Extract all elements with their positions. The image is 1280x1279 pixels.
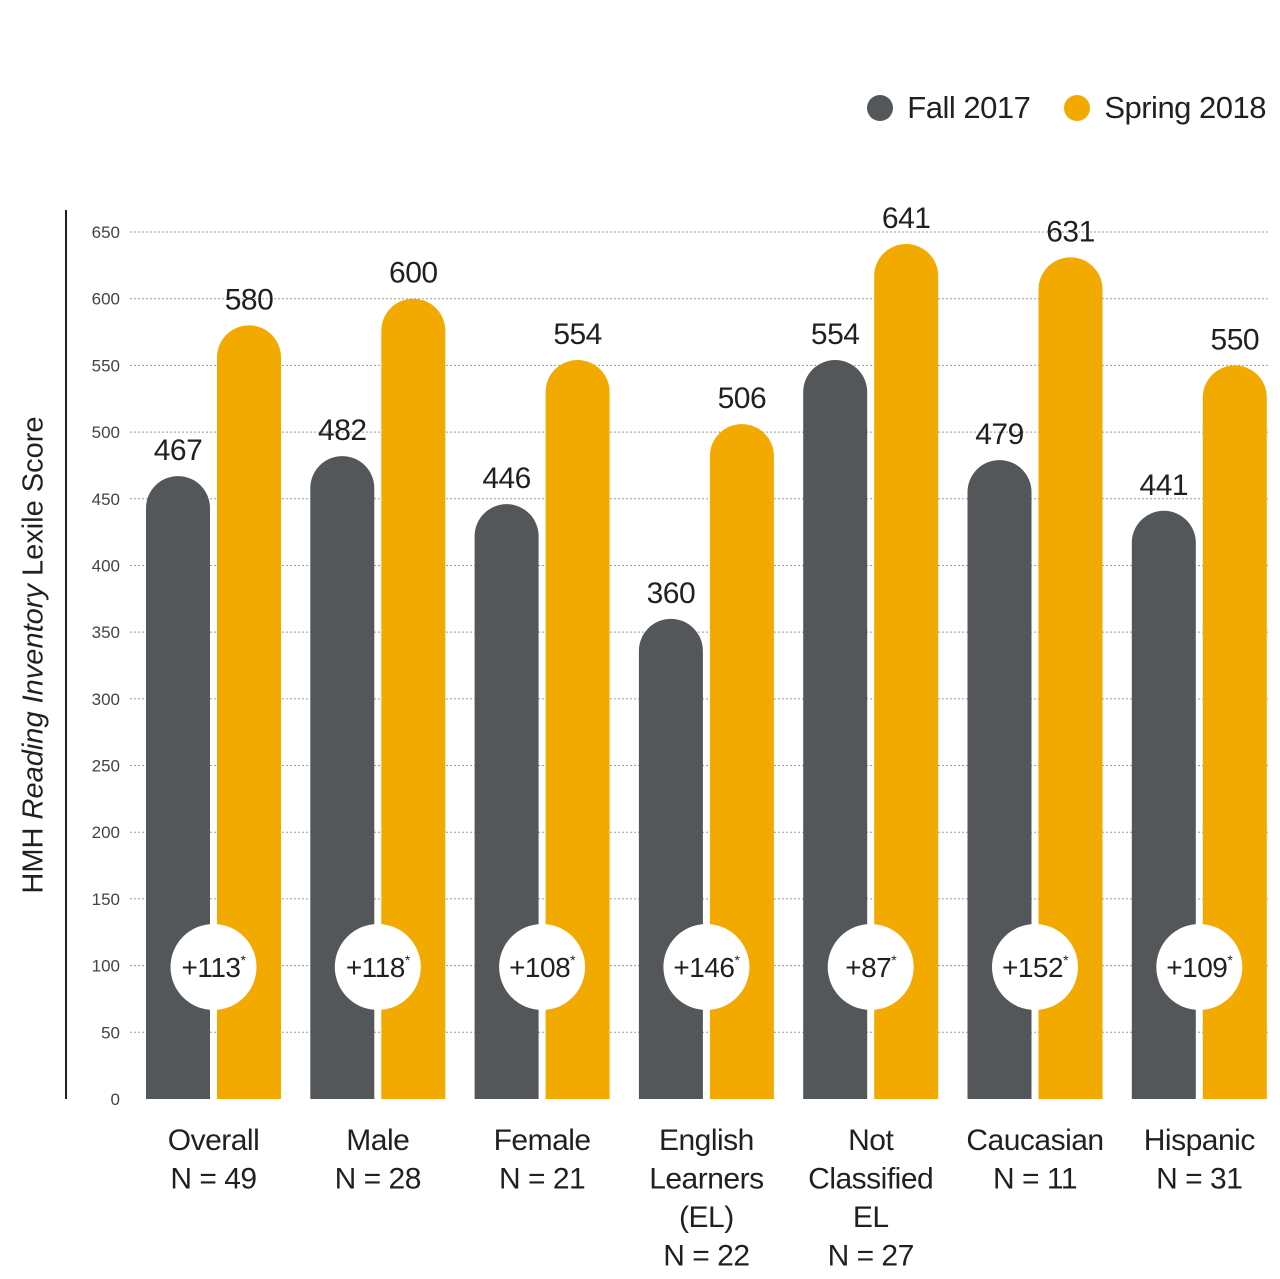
gain-label-0: +113* (182, 952, 247, 983)
value-label-spring-0: 580 (225, 283, 274, 316)
gain-label-4: +87* (845, 952, 897, 983)
legend-item-spring: Spring 2018 (1064, 90, 1266, 126)
y-tick-label-150: 150 (92, 890, 120, 909)
gain-badge-5 (992, 924, 1078, 1010)
x-label-6-1: N = 31 (1156, 1163, 1242, 1196)
gain-badge-2 (499, 924, 586, 1010)
gain-badge-4 (827, 924, 914, 1010)
x-label-0-1: N = 49 (170, 1163, 256, 1196)
x-label-3-1: Learners (649, 1163, 763, 1196)
gain-label-6: +109* (1166, 952, 1233, 983)
x-label-1-0: Male (346, 1124, 409, 1157)
x-label-2-1: N = 21 (499, 1163, 585, 1196)
value-label-fall-6: 441 (1140, 469, 1189, 502)
value-label-fall-4: 554 (811, 318, 860, 351)
x-category-labels: Overall N = 49 Male N = 28 Female N = 21 Engli… (168, 1124, 1256, 1273)
y-tick-label-500: 500 (92, 423, 120, 442)
x-label-5-0: Caucasian (966, 1124, 1103, 1157)
value-label-spring-2: 554 (553, 318, 602, 351)
bar-fall-3 (638, 618, 703, 1099)
gain-marker-4: * (891, 952, 897, 968)
gain-label-5: +152* (1002, 952, 1069, 983)
x-label-1-1: N = 28 (335, 1163, 421, 1196)
gain-badge-3 (663, 924, 750, 1010)
bar-spring-6 (1202, 365, 1267, 1099)
bar-spring-5 (1038, 257, 1103, 1099)
x-label-3-3: N = 22 (663, 1240, 749, 1273)
gain-marker-0: * (241, 952, 247, 968)
y-axis-title: HMH Reading Inventory Lexile Score (18, 416, 51, 893)
gain-label-3: +146* (673, 952, 740, 983)
gain-badges: +113* +118* +108* +146* +87* +152* +109* (170, 924, 1243, 1010)
gain-marker-3: * (734, 952, 740, 968)
bar-spring-4 (874, 244, 939, 1099)
bar-fall-2 (474, 504, 539, 1099)
y-tick-label-650: 650 (92, 223, 120, 242)
y-tick-labels: 0 50 100 150 200 250 300 350 400 450 500 550 600 650 (92, 223, 120, 1109)
legend-label-spring: Spring 2018 (1104, 90, 1266, 125)
y-tick-label-450: 450 (92, 490, 120, 509)
gain-marker-5: * (1063, 952, 1069, 968)
y-tick-label-400: 400 (92, 556, 120, 575)
value-label-spring-5: 631 (1046, 215, 1095, 248)
gain-label-1: +118* (346, 952, 411, 983)
value-label-spring-3: 506 (718, 382, 767, 415)
gain-label-2: +108* (509, 952, 576, 983)
bar-spring-1 (381, 298, 446, 1099)
bar-spring-0 (217, 325, 281, 1099)
y-tick-label-550: 550 (92, 356, 120, 375)
x-label-5-1: N = 11 (993, 1163, 1077, 1196)
y-tick-label-350: 350 (92, 623, 120, 642)
legend-swatch-spring (1064, 95, 1091, 121)
y-tick-label-300: 300 (92, 690, 120, 709)
value-label-fall-2: 446 (482, 462, 531, 495)
y-tick-label-50: 50 (101, 1023, 120, 1042)
y-tick-label-0: 0 (111, 1090, 120, 1109)
x-label-2-0: Female (494, 1124, 591, 1157)
y-tick-label-100: 100 (92, 957, 120, 976)
x-label-3-0: English (659, 1124, 754, 1157)
value-label-fall-5: 479 (975, 418, 1024, 451)
value-label-fall-0: 467 (154, 434, 203, 467)
value-label-spring-4: 641 (882, 202, 931, 235)
legend-label-fall: Fall 2017 (907, 90, 1031, 125)
y-tick-label-250: 250 (92, 757, 120, 776)
x-label-4-0: Not (848, 1124, 894, 1157)
bar-fall-4 (803, 360, 868, 1100)
value-label-spring-6: 550 (1211, 323, 1260, 356)
bar-fall-6 (1131, 510, 1196, 1099)
legend: Fall 2017 Spring 2018 (833, 90, 1266, 126)
gain-marker-2: * (570, 952, 576, 968)
y-axis-title-italic: Reading Inventory (17, 584, 50, 820)
x-label-4-2: EL (853, 1201, 889, 1234)
x-label-4-3: N = 27 (828, 1240, 914, 1273)
legend-swatch-fall (867, 95, 894, 121)
bar-spring-2 (545, 360, 610, 1100)
y-axis-title-post: Lexile Score (17, 416, 50, 585)
value-label-fall-3: 360 (647, 577, 696, 610)
gain-badge-1 (334, 924, 421, 1010)
x-label-3-2: (EL) (679, 1201, 734, 1234)
gain-badge-0 (170, 924, 257, 1010)
x-label-4-1: Classified (808, 1163, 933, 1196)
value-labels: 467 580 482 600 446 554 360 506 554 641 479 631 441 5… (154, 202, 1260, 610)
gain-badge-6 (1156, 924, 1243, 1010)
y-axis-title-pre: HMH (17, 819, 50, 894)
gain-marker-1: * (405, 952, 411, 968)
value-label-spring-1: 600 (389, 257, 438, 290)
y-tick-label-600: 600 (92, 290, 120, 309)
y-tick-label-200: 200 (92, 823, 120, 842)
x-label-0-0: Overall (168, 1124, 260, 1157)
value-label-fall-1: 482 (318, 414, 367, 447)
x-label-6-0: Hispanic (1144, 1124, 1256, 1157)
gain-marker-6: * (1227, 952, 1233, 968)
legend-item-fall: Fall 2017 (867, 90, 1031, 126)
